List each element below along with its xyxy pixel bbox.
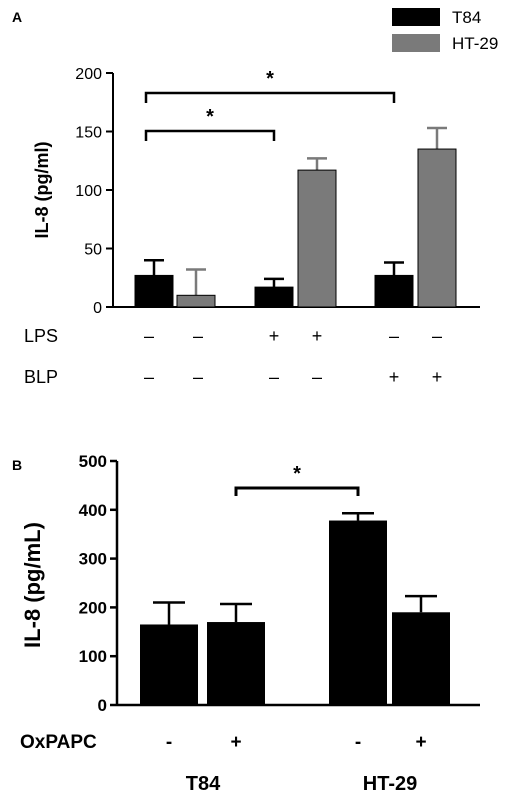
y-tick-label-b-0: 0: [98, 696, 107, 715]
y-tick-label-a-3: 150: [75, 125, 102, 142]
bar-a-t84-2: [374, 274, 414, 308]
y-tick-label-a-4: 200: [75, 66, 102, 83]
bar-a-t84-1: [254, 286, 294, 308]
y-tick-label-b-2: 200: [79, 598, 107, 617]
condition-sign-a: –: [269, 367, 279, 387]
y-axis-label-b: IL-8 (pg/mL): [20, 522, 45, 648]
condition-sign-b: +: [415, 732, 426, 753]
bar-b-0: [140, 624, 198, 705]
category-label-b-1: HT-29: [363, 773, 417, 795]
y-tick-label-b-4: 400: [79, 501, 107, 520]
panel-b-label: B: [12, 457, 22, 473]
condition-sign-a: +: [389, 367, 400, 387]
condition-sign-a: +: [269, 326, 280, 346]
significance-star-a-0: *: [206, 106, 214, 128]
condition-label-b-oxpapc: OxPAPC: [20, 732, 97, 753]
significance-bracket-a-1: [144, 91, 396, 103]
y-tick-label-a-0: 0: [93, 300, 102, 317]
chart-b: 0 100 200 300 400 500 IL-8 (pg/mL) * OxPAPC - + - + T…: [20, 452, 480, 795]
condition-sign-b: +: [230, 732, 241, 753]
legend-swatch-a-0: [392, 8, 440, 26]
y-tick-label-a-1: 50: [84, 242, 102, 259]
condition-sign-a: –: [389, 326, 399, 346]
condition-sign-b: -: [355, 732, 361, 753]
legend-label-a-1: HT-29: [452, 34, 498, 53]
y-tick-label-b-1: 100: [79, 647, 107, 666]
bar-a-ht-29-0: [176, 294, 216, 308]
y-axis-label-a: IL-8 (pg/ml): [32, 142, 52, 239]
y-tick-label-b-5: 500: [79, 452, 107, 471]
bar-a-t84-0: [134, 274, 174, 308]
chart-a: 0 50 100 150 200 IL-8 (pg/ml) T84 HT-29 * * LPS – – +…: [24, 8, 498, 387]
condition-label-a-lps: LPS: [24, 326, 58, 346]
condition-sign-b: -: [166, 732, 172, 753]
condition-label-a-blp: BLP: [24, 367, 58, 387]
significance-bracket-a-0: [144, 129, 276, 141]
condition-sign-a: –: [432, 326, 442, 346]
bar-b-3: [392, 612, 450, 705]
y-tick-label-b-3: 300: [79, 550, 107, 569]
condition-sign-a: –: [144, 326, 154, 346]
significance-star-b-0: *: [293, 463, 301, 485]
bar-a-ht-29-1: [297, 169, 337, 308]
condition-sign-a: +: [432, 367, 443, 387]
condition-sign-a: –: [312, 367, 322, 387]
significance-bracket-b-0: [234, 486, 360, 496]
condition-sign-a: +: [312, 326, 323, 346]
significance-star-a-1: *: [266, 68, 274, 90]
condition-sign-a: –: [193, 326, 203, 346]
condition-sign-a: –: [144, 367, 154, 387]
bar-a-ht-29-2: [417, 148, 457, 308]
category-label-b-0: T84: [186, 773, 221, 795]
panel-a-label: A: [12, 9, 22, 25]
condition-sign-a: –: [193, 367, 203, 387]
bar-b-1: [207, 622, 265, 705]
bar-b-2: [329, 520, 387, 705]
y-tick-label-a-2: 100: [75, 183, 102, 200]
legend-label-a-0: T84: [452, 8, 481, 27]
legend-swatch-a-1: [392, 34, 440, 52]
